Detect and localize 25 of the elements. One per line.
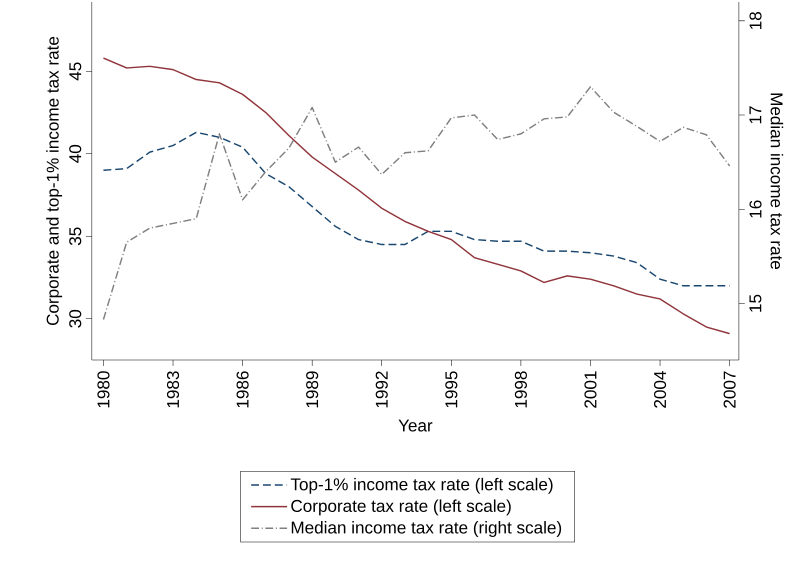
x-tick-label: 1989: [306, 371, 318, 408]
legend-label: Median income tax rate (right scale): [292, 520, 562, 537]
y-tick-label: 30: [69, 310, 82, 328]
legend-label: Top-1% income tax rate (left scale): [290, 478, 553, 494]
x-axis-title: Year: [398, 420, 432, 432]
y2-axis-title: Median income tax rate: [770, 93, 784, 269]
x-tick-label: 2007: [724, 371, 736, 408]
y2-tick-label: 18: [749, 12, 762, 29]
legend-label: Corporate tax rate (left scale): [291, 499, 511, 516]
x-tick-label: 1995: [445, 371, 458, 408]
y2-tick-label: 15: [749, 294, 762, 312]
y-tick-label: 40: [69, 144, 82, 163]
x-tick-label: 1998: [514, 371, 527, 408]
x-tick-label: 1992: [376, 371, 388, 408]
y2-tick-label: 16: [749, 200, 762, 218]
x-tick-label: 1980: [97, 371, 110, 408]
line-series: [102, 86, 730, 320]
y-tick-label: 45: [69, 62, 82, 80]
x-tick-label: 2001: [584, 371, 597, 408]
x-tick-label: 1986: [236, 371, 249, 408]
y2-tick-label: 17: [749, 106, 762, 124]
y-tick-label: 35: [69, 227, 82, 246]
x-tick-label: 1983: [166, 371, 180, 408]
y-axis-title: Corporate and top-1% income tax rate: [46, 36, 62, 325]
x-tick-label: 2004: [654, 370, 666, 408]
